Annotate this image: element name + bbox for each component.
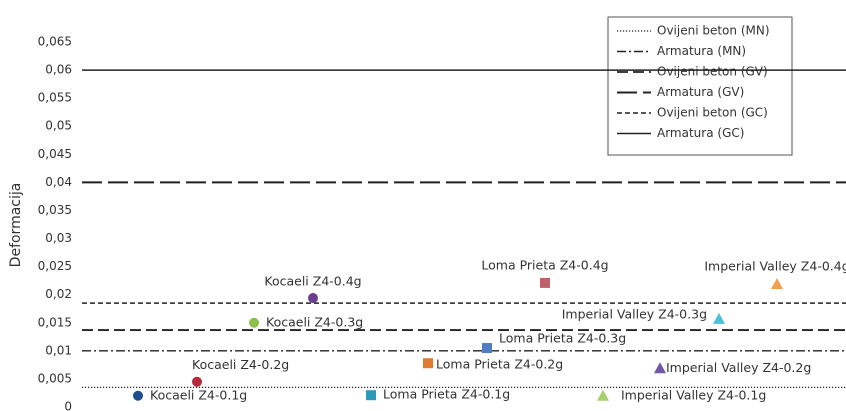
legend-label: Armatura (GV) <box>657 85 744 99</box>
y-tick-label: 0,055 <box>38 91 72 105</box>
point-label: Loma Prieta Z4-0.3g <box>499 331 626 346</box>
y-tick-label: 0,02 <box>45 287 72 301</box>
point-label: Kocaeli Z4-0.1g <box>150 387 247 402</box>
y-tick-label: 0,065 <box>38 35 72 49</box>
point <box>423 358 433 369</box>
point <box>713 312 725 324</box>
legend-label: Ovijeni beton (GV) <box>657 65 768 79</box>
point <box>540 277 550 288</box>
y-tick-label: 0,05 <box>45 119 72 133</box>
point <box>482 343 492 354</box>
point-label: Kocaeli Z4-0.2g <box>192 357 289 372</box>
point-label: Loma Prieta Z4-0.1g <box>383 387 510 402</box>
point-label: Loma Prieta Z4-0.4g <box>481 257 608 272</box>
y-tick-label: 0 <box>64 400 72 411</box>
y-tick-label: 0,03 <box>45 231 72 245</box>
point-label: Imperial Valley Z4-0.3g <box>562 306 707 321</box>
legend-label: Armatura (GC) <box>657 126 744 140</box>
point <box>654 362 666 374</box>
y-tick-label: 0,005 <box>38 371 72 385</box>
point-label: Kocaeli Z4-0.3g <box>266 314 363 329</box>
y-tick-label: 0,025 <box>38 259 72 273</box>
y-tick-label: 0,015 <box>38 315 72 329</box>
point <box>597 389 609 401</box>
point <box>308 293 318 304</box>
y-axis-label: Deformacija <box>8 183 24 268</box>
point-label: Kocaeli Z4-0.4g <box>264 274 361 289</box>
y-tick-label: 0,045 <box>38 147 72 161</box>
point <box>192 376 202 387</box>
point-label: Imperial Valley Z4-0.1g <box>621 387 766 402</box>
point <box>366 390 376 401</box>
legend-label: Ovijeni beton (GC) <box>657 106 768 120</box>
legend-label: Ovijeni beton (MN) <box>657 24 770 38</box>
point-label: Imperial Valley Z4-0.4g <box>704 259 846 274</box>
y-tick-label: 0,035 <box>38 203 72 217</box>
point-label: Imperial Valley Z4-0.2g <box>666 360 811 375</box>
legend-label: Armatura (MN) <box>657 44 746 58</box>
point-label: Loma Prieta Z4-0.2g <box>436 357 563 372</box>
y-tick-label: 0,06 <box>45 63 72 77</box>
point <box>249 317 259 328</box>
point <box>771 278 783 290</box>
y-tick-label: 0,01 <box>45 343 72 357</box>
point <box>133 390 143 401</box>
y-tick-label: 0,04 <box>45 175 72 189</box>
legend <box>607 16 793 156</box>
